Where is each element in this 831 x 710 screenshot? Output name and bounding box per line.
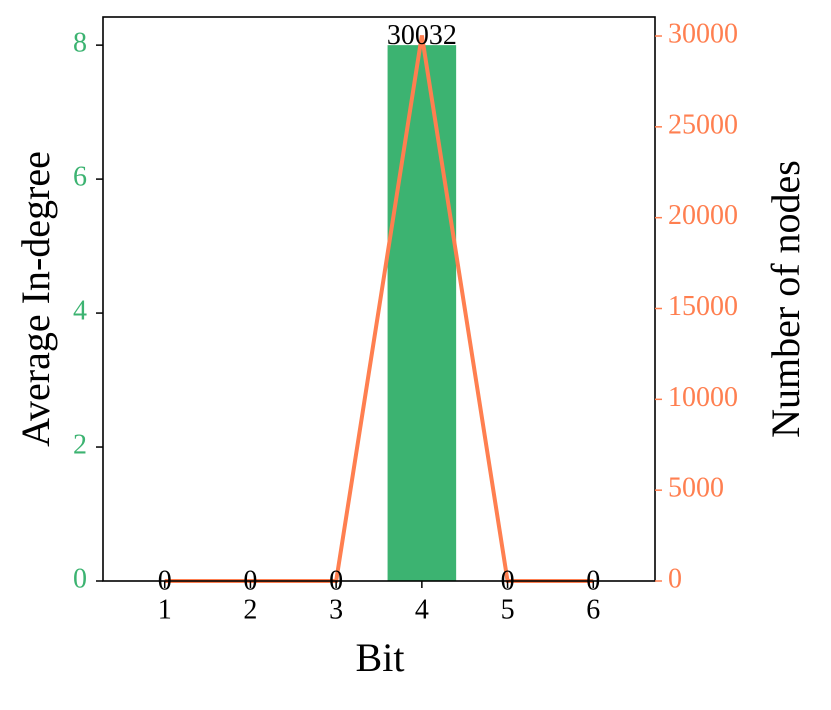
x-tick-label: 5 xyxy=(501,594,515,625)
y2-axis-label: Number of nodes xyxy=(763,160,808,438)
plot-frame xyxy=(102,16,656,582)
y-tick-label: 8 xyxy=(73,28,87,59)
y-tick-label: 0 xyxy=(73,563,87,594)
x-tick-label: 3 xyxy=(329,594,343,625)
y2-tick-label: 5000 xyxy=(668,473,724,504)
y2-tick-label: 20000 xyxy=(668,200,738,231)
y-tick-label: 2 xyxy=(73,429,87,460)
y2-tick-label: 30000 xyxy=(668,18,738,49)
x-tick-label: 2 xyxy=(243,594,257,625)
data-label: 30032 xyxy=(387,20,457,51)
y2-tick-label: 15000 xyxy=(668,291,738,322)
x-tick-label: 1 xyxy=(158,594,172,625)
y2-tick-label: 25000 xyxy=(668,109,738,140)
x-axis-label: Bit xyxy=(356,635,405,680)
x-tick-label: 4 xyxy=(415,594,429,625)
bar xyxy=(387,45,457,582)
y2-tick-label: 0 xyxy=(668,563,682,594)
x-tick-label: 6 xyxy=(586,594,600,625)
y-tick-label: 4 xyxy=(73,295,87,326)
line xyxy=(164,35,594,583)
y2-tick-label: 10000 xyxy=(668,382,738,413)
y-tick-label: 6 xyxy=(73,162,87,193)
y-axis-label: Average In-degree xyxy=(13,151,58,447)
